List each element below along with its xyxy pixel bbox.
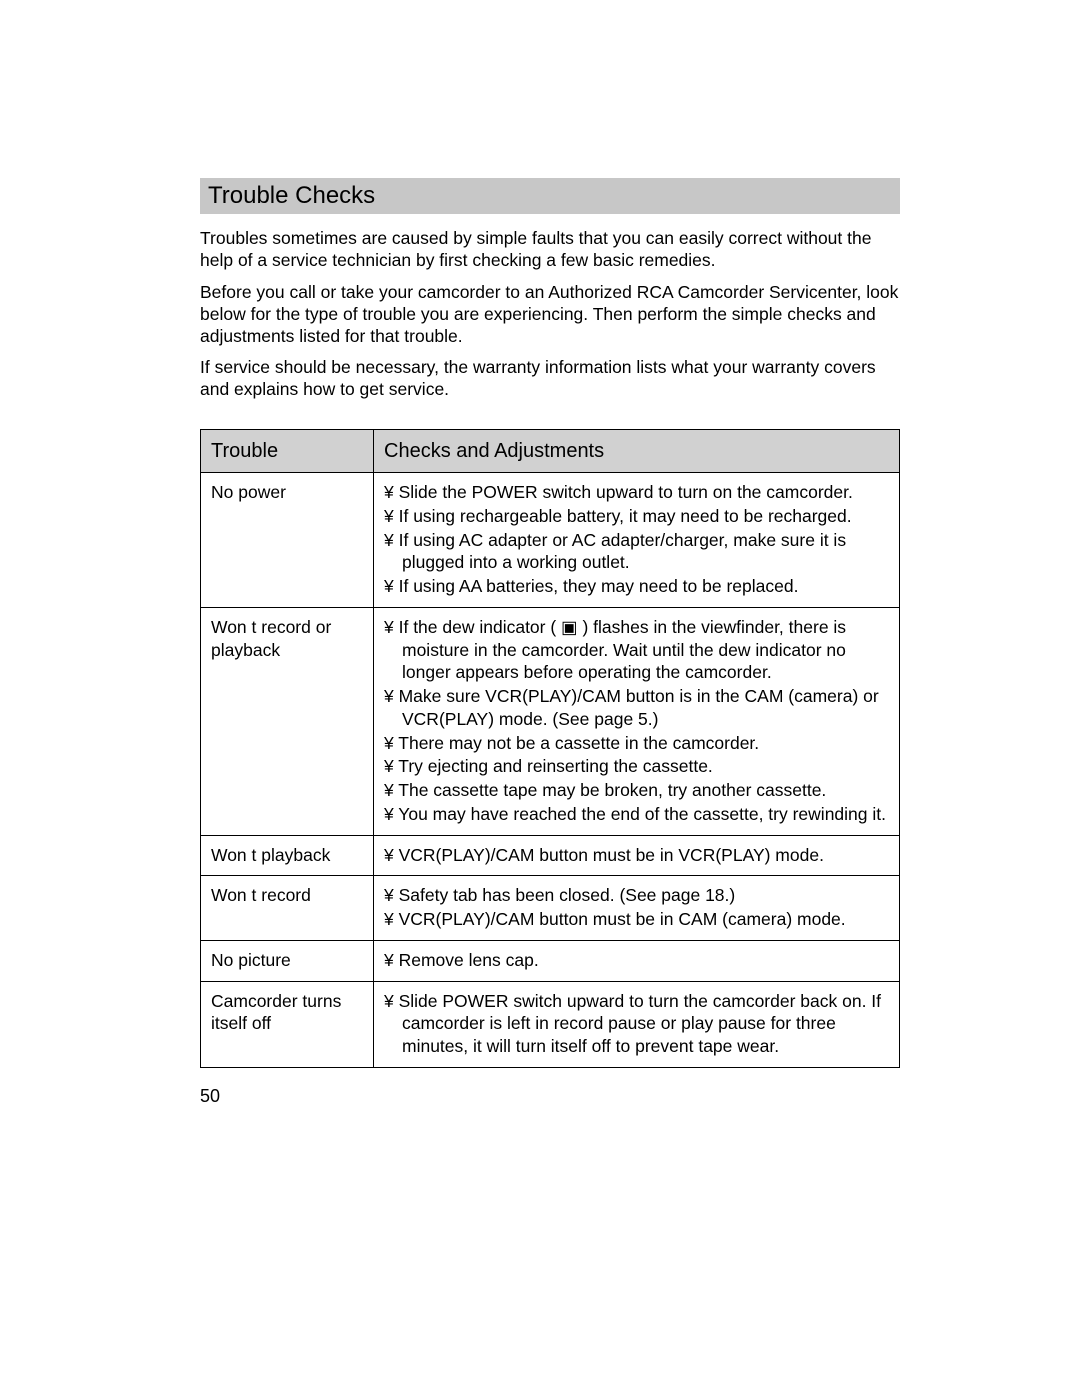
manual-page: Trouble Checks Troubles sometimes are ca…: [0, 0, 1080, 1397]
trouble-cell: No power: [201, 473, 374, 608]
table-header-row: Trouble Checks and Adjustments: [201, 430, 900, 473]
check-item: VCR(PLAY)/CAM button must be in CAM (cam…: [384, 908, 889, 931]
check-item: If using AA batteries, they may need to …: [384, 575, 889, 598]
check-item: If the dew indicator ( ▣ ) flashes in th…: [384, 616, 889, 684]
check-item: VCR(PLAY)/CAM button must be in VCR(PLAY…: [384, 844, 889, 867]
checks-cell: VCR(PLAY)/CAM button must be in VCR(PLAY…: [374, 835, 900, 876]
checks-list: Slide POWER switch upward to turn the ca…: [384, 990, 889, 1058]
checks-list: Safety tab has been closed. (See page 18…: [384, 884, 889, 931]
checks-list: If the dew indicator ( ▣ ) flashes in th…: [384, 616, 889, 826]
intro-p1: Troubles sometimes are caused by simple …: [200, 228, 900, 272]
checks-cell: Slide the POWER switch upward to turn on…: [374, 473, 900, 608]
checks-cell: Slide POWER switch upward to turn the ca…: [374, 981, 900, 1067]
trouble-cell: Camcorder turns itself off: [201, 981, 374, 1067]
table-row: No picture Remove lens cap.: [201, 940, 900, 981]
table-row: Camcorder turns itself off Slide POWER s…: [201, 981, 900, 1067]
intro-text-block: Troubles sometimes are caused by simple …: [200, 228, 900, 401]
check-item: There may not be a cassette in the camco…: [384, 732, 889, 755]
trouble-cell: No picture: [201, 940, 374, 981]
check-item: If using rechargeable battery, it may ne…: [384, 505, 889, 528]
intro-p3: If service should be necessary, the warr…: [200, 357, 900, 401]
table-row: Won t playback VCR(PLAY)/CAM button must…: [201, 835, 900, 876]
checks-list: VCR(PLAY)/CAM button must be in VCR(PLAY…: [384, 844, 889, 867]
check-item: Slide POWER switch upward to turn the ca…: [384, 990, 889, 1058]
trouble-cell: Won t record or playback: [201, 607, 374, 835]
table-row: Won t record Safety tab has been closed.…: [201, 876, 900, 941]
checks-list: Slide the POWER switch upward to turn on…: [384, 481, 889, 598]
check-item: Slide the POWER switch upward to turn on…: [384, 481, 889, 504]
checks-cell: Remove lens cap.: [374, 940, 900, 981]
check-item: If using AC adapter or AC adapter/charge…: [384, 529, 889, 575]
page-number: 50: [200, 1086, 220, 1107]
check-item: The cassette tape may be broken, try ano…: [384, 779, 889, 802]
table-row: Won t record or playback If the dew indi…: [201, 607, 900, 835]
checks-cell: If the dew indicator ( ▣ ) flashes in th…: [374, 607, 900, 835]
check-item: Try ejecting and reinserting the cassett…: [384, 755, 889, 778]
col-checks: Checks and Adjustments: [374, 430, 900, 473]
trouble-cell: Won t playback: [201, 835, 374, 876]
check-item: You may have reached the end of the cass…: [384, 803, 889, 826]
trouble-checks-table: Trouble Checks and Adjustments No power …: [200, 429, 900, 1068]
trouble-cell: Won t record: [201, 876, 374, 941]
table-row: No power Slide the POWER switch upward t…: [201, 473, 900, 608]
col-trouble: Trouble: [201, 430, 374, 473]
intro-p2: Before you call or take your camcorder t…: [200, 282, 900, 348]
check-item: Safety tab has been closed. (See page 18…: [384, 884, 889, 907]
section-title: Trouble Checks: [200, 178, 900, 214]
check-item: Make sure VCR(PLAY)/CAM button is in the…: [384, 685, 889, 731]
checks-cell: Safety tab has been closed. (See page 18…: [374, 876, 900, 941]
checks-list: Remove lens cap.: [384, 949, 889, 972]
check-item: Remove lens cap.: [384, 949, 889, 972]
